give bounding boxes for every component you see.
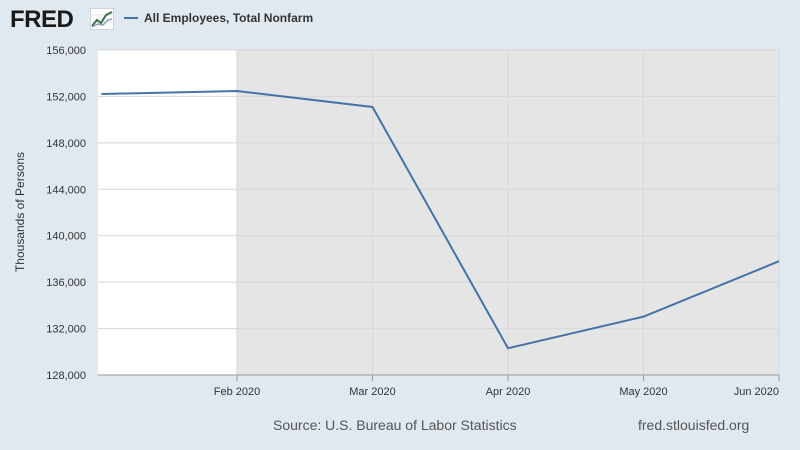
y-tick-label: 144,000	[46, 184, 86, 196]
source-note: Source: U.S. Bureau of Labor Statistics	[273, 417, 517, 433]
header: FRED All Employees, Total Nonfarm	[0, 0, 800, 40]
fred-logo[interactable]: FRED	[10, 6, 74, 33]
x-tick-label: May 2020	[619, 386, 667, 398]
x-tick-label: Feb 2020	[214, 386, 260, 398]
y-tick-label: 136,000	[46, 277, 86, 289]
series-line-all-employees	[101, 90, 780, 350]
x-tick-label: Jun 2020	[734, 386, 779, 398]
legend-label: All Employees, Total Nonfarm	[144, 11, 314, 25]
x-tick-label: Apr 2020	[486, 386, 531, 398]
fred-logo-graph-icon	[90, 8, 114, 30]
line-chart: 128,000 132,000 136,000 140,000 144,000 148,0…	[13, 45, 780, 398]
legend-swatch	[124, 17, 138, 19]
y-tick-label: 152,000	[46, 91, 86, 103]
y-axis-ticks: 128,000 132,000 136,000 140,000 144,000 148,0…	[46, 45, 86, 382]
y-tick-label: 128,000	[46, 370, 86, 382]
x-axis-ticks: Feb 2020 Mar 2020 Apr 2020 May 2020 Jun 2020	[214, 375, 780, 398]
y-axis-label: Thousands of Persons	[13, 152, 27, 272]
fred-url-link[interactable]: fred.stlouisfed.org	[638, 417, 750, 433]
y-tick-label: 148,000	[46, 138, 86, 150]
x-tick-label: Mar 2020	[349, 386, 395, 398]
gridlines	[98, 49, 780, 375]
y-tick-label: 132,000	[46, 324, 86, 336]
y-tick-label: 156,000	[46, 45, 86, 57]
y-tick-label: 140,000	[46, 231, 86, 243]
legend: All Employees, Total Nonfarm	[124, 11, 313, 25]
